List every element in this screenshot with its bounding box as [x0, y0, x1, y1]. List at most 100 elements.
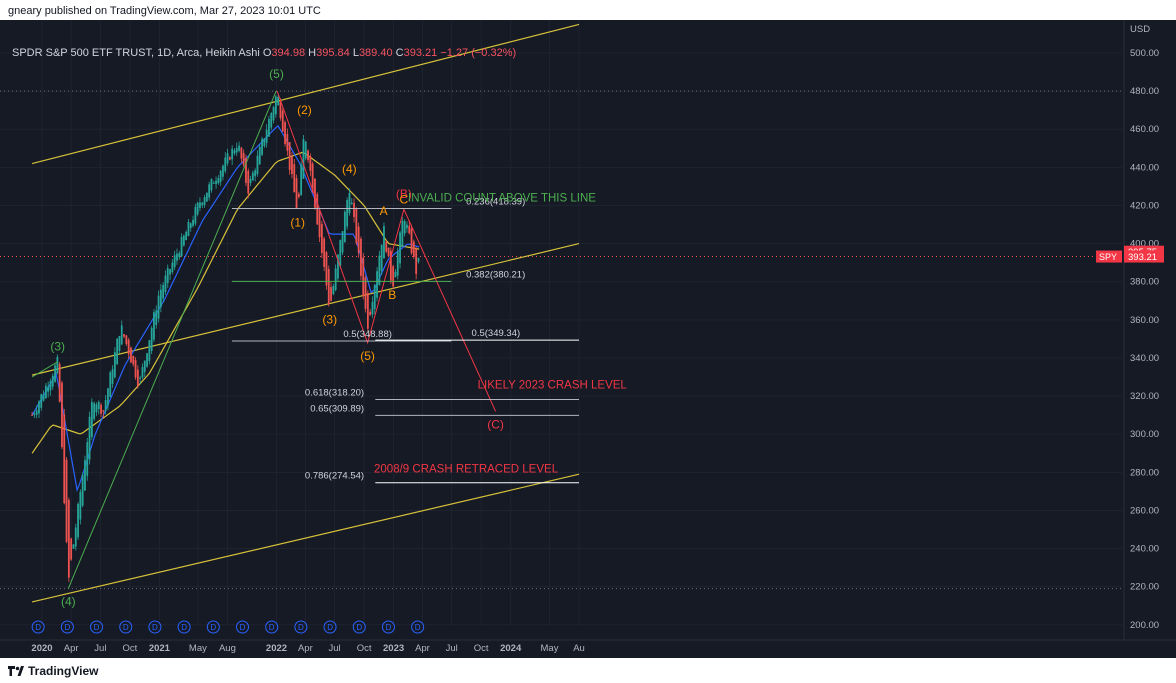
candle-body	[378, 255, 381, 286]
candle-body	[199, 202, 201, 208]
dividend-marker-letter: D	[94, 623, 100, 632]
y-tick-label: 400.00	[1130, 239, 1159, 250]
candle-body	[228, 157, 231, 160]
x-tick-label: Apr	[298, 643, 313, 654]
x-tick-label: Oct	[123, 643, 138, 654]
candle-body	[95, 404, 98, 413]
candle-body	[403, 221, 406, 234]
candle-body	[208, 184, 211, 198]
candle-body	[51, 375, 54, 387]
axis-currency-label: USD	[1130, 24, 1150, 35]
fib-level-label: 0.5(348.88)	[343, 329, 392, 340]
fib-level-label: 0.236(418.39)	[466, 197, 525, 208]
wave-label: (5)	[360, 349, 375, 363]
wave-label: (4)	[342, 162, 357, 176]
candle-body	[410, 228, 413, 254]
candle-body	[318, 210, 321, 238]
candle-body	[399, 232, 401, 264]
candle-body	[146, 353, 148, 367]
dividend-marker-icon	[31, 620, 45, 634]
candle-body	[327, 268, 330, 305]
wave-label: (5)	[269, 67, 284, 81]
candle-body	[401, 220, 404, 247]
dividend-marker-icon	[381, 620, 395, 634]
candle-body	[394, 271, 397, 278]
candle-body	[42, 394, 45, 401]
y-tick-label: 260.00	[1130, 505, 1159, 516]
candle-body	[277, 97, 280, 106]
candle-body	[396, 251, 399, 276]
footer-brand: TradingView	[28, 664, 99, 678]
candle-body	[97, 401, 100, 409]
candle-body	[109, 372, 112, 398]
candle-body	[81, 474, 84, 506]
annotation-text: 2008/9 CRASH RETRACED LEVEL	[374, 463, 559, 475]
dividend-marker-icon	[236, 620, 249, 634]
candle-body	[155, 310, 158, 325]
candle-body	[242, 152, 245, 166]
x-tick-label: Aug	[219, 643, 236, 654]
candle-body	[141, 367, 144, 378]
dividend-marker-icon	[294, 620, 308, 634]
candle-body	[341, 231, 344, 253]
y-tick-label: 500.00	[1130, 48, 1159, 59]
dividend-marker-letter: D	[356, 623, 362, 632]
dividend-marker-letter: D	[35, 623, 41, 632]
wave-label: B	[388, 288, 396, 302]
candle-body	[40, 394, 43, 408]
candle-body	[383, 226, 385, 259]
wave-label: (C)	[487, 417, 504, 431]
candle-body	[366, 293, 369, 329]
x-tick-label: Apr	[415, 643, 430, 654]
footer-bar: TradingView	[0, 658, 1176, 683]
candle-body	[235, 147, 238, 153]
wave-label: (3)	[322, 313, 337, 327]
candle-body	[385, 241, 388, 252]
candle-body	[217, 178, 220, 184]
y-tick-label: 220.00	[1130, 582, 1159, 593]
axis-layer: USD 500.00 480.00 460.00 440.00 420.00 400.00 3…	[0, 20, 1176, 658]
y-tick-label: 200.00	[1130, 620, 1159, 631]
candle-body	[116, 338, 119, 365]
candle-body	[261, 138, 263, 155]
candle-body	[127, 339, 130, 355]
candle-body	[408, 225, 411, 234]
fib-layer: 0.236(418.39) 0.382(380.21) 0.5(348.88) 0.5…	[231, 197, 580, 484]
candle-body	[376, 271, 378, 298]
candle-body	[136, 369, 139, 386]
wave-label: C	[400, 193, 409, 207]
legend-change: −1.27 (−0.32%)	[440, 47, 517, 59]
wave-lines-layer	[31, 90, 497, 589]
price-tag	[1124, 250, 1164, 263]
dividend-marker-letter: D	[415, 623, 421, 632]
candle-body	[224, 157, 227, 172]
chart-panel[interactable]: 0.236(418.39) 0.382(380.21) 0.5(348.88) 0.5…	[0, 20, 1176, 658]
candle-body	[61, 382, 63, 448]
candle-body	[297, 193, 300, 197]
candle-body	[93, 403, 96, 419]
candle-body	[357, 226, 360, 253]
candle-body	[143, 360, 146, 372]
candle-body	[104, 400, 107, 412]
candle-body	[389, 250, 392, 281]
chart-canvas[interactable]: 0.236(418.39) 0.382(380.21) 0.5(348.88) 0.5…	[0, 20, 1176, 658]
candle-body	[254, 170, 257, 177]
candle-body	[187, 221, 190, 237]
candle-body	[162, 284, 165, 299]
candle-body	[44, 385, 47, 399]
candle-body	[192, 219, 194, 226]
candle-body	[258, 146, 261, 165]
fib-level-label: 0.382(380.21)	[466, 269, 525, 280]
candle-body	[343, 211, 346, 243]
candle-body	[284, 122, 286, 144]
y-tick-label: 380.00	[1130, 277, 1159, 288]
candle-body	[291, 156, 293, 174]
candle-body	[171, 262, 174, 272]
publisher-bar: gneary published on TradingView.com, Mar…	[0, 0, 1176, 20]
x-tick-label: Apr	[64, 643, 79, 654]
candle-body	[86, 442, 89, 476]
wave-label: (2)	[297, 103, 312, 117]
candle-body	[185, 232, 188, 241]
candle-body	[194, 207, 197, 224]
